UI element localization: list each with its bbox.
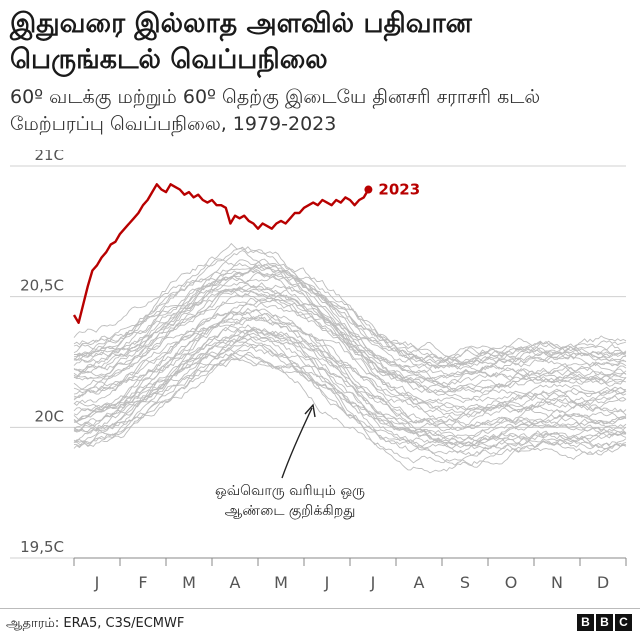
history-year-line — [73, 344, 626, 466]
x-tick-label: J — [370, 573, 376, 592]
history-year-line — [73, 343, 627, 447]
history-year-line — [73, 284, 627, 386]
bbc-logo-block-1: B — [577, 614, 594, 631]
series-2023-endpoint — [364, 185, 373, 194]
history-year-line — [73, 351, 627, 468]
bbc-logo-block-2: B — [596, 614, 613, 631]
y-tick-label: 20C — [34, 407, 64, 425]
annotation-arrow — [281, 407, 313, 479]
history-year-line — [73, 275, 627, 383]
chart-title: இதுவரை இல்லாத அளவில் பதிவான பெருங்கடல் வ… — [10, 8, 472, 75]
history-year-line — [73, 242, 627, 360]
bbc-logo-block-3: C — [615, 614, 632, 631]
history-year-line — [73, 312, 627, 416]
history-year-line — [73, 317, 627, 422]
x-tick-label: D — [597, 573, 609, 592]
history-year-line — [73, 307, 627, 423]
series-2023-label: 2023 — [378, 181, 420, 199]
x-tick-label: O — [505, 573, 518, 592]
history-year-line — [73, 264, 627, 364]
history-year-line — [73, 341, 627, 449]
footer-divider — [0, 608, 640, 609]
history-year-line — [73, 261, 627, 372]
history-year-line — [73, 288, 627, 401]
history-year-line — [73, 356, 627, 456]
source-credit: ஆதாரம்: ERA5, C3S/ECMWF — [6, 616, 185, 631]
y-tick-label: 21C — [34, 150, 64, 164]
history-year-line — [73, 333, 627, 446]
x-tick-label: A — [230, 573, 241, 592]
bbc-logo: B B C — [577, 614, 632, 631]
x-tick-label: N — [551, 573, 563, 592]
history-year-line — [73, 294, 627, 413]
history-year-line — [73, 324, 627, 416]
history-year-line — [73, 336, 627, 441]
x-tick-label: S — [460, 573, 470, 592]
x-tick-label: M — [274, 573, 288, 592]
annotation-text-line-2: ஆண்டை குறிக்கிறது — [225, 503, 356, 520]
chart-subtitle: 60º வடக்கு மற்றும் 60º தெற்கு இடையே தினச… — [10, 86, 541, 135]
y-tick-label: 20,5C — [20, 277, 64, 295]
history-year-line — [73, 326, 627, 444]
history-year-line — [73, 352, 627, 474]
history-year-line — [73, 282, 627, 394]
history-year-line — [73, 258, 627, 369]
x-tick-label: J — [94, 573, 100, 592]
annotation-arrowhead — [304, 403, 316, 418]
history-year-line — [73, 329, 627, 449]
x-tick-label: J — [324, 573, 330, 592]
history-year-line — [73, 262, 627, 367]
history-year-line — [73, 247, 627, 365]
y-tick-label: 19,5C — [20, 538, 64, 556]
x-tick-label: A — [414, 573, 425, 592]
annotation-text-line-1: ஒவ்வொரு வரியும் ஒரு — [215, 483, 365, 499]
sea-temperature-chart: 2023 19,5C 20C 20,5C 21C J F M A M J J A S O N D ஒவ்வொர… — [10, 150, 627, 592]
history-year-line — [73, 294, 627, 412]
x-tick-label: F — [138, 573, 147, 592]
x-tick-label: M — [182, 573, 196, 592]
series-2023-line — [72, 183, 370, 325]
history-year-line — [73, 297, 627, 395]
history-year-line — [73, 284, 627, 384]
